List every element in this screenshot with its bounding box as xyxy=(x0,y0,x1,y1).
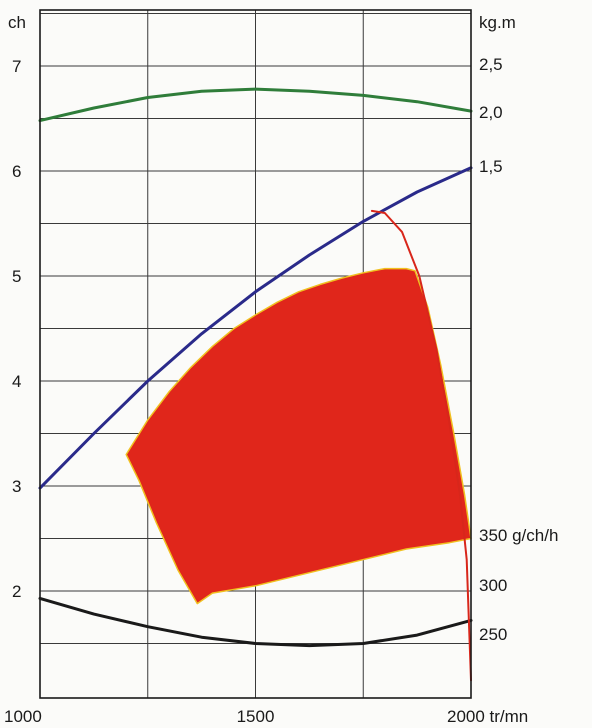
plot-frame xyxy=(39,9,472,699)
x-tick-label: 1500 xyxy=(237,707,275,726)
plot-frame-layer xyxy=(39,9,472,699)
max-power-curve xyxy=(370,209,472,682)
series-layer xyxy=(38,87,473,682)
left-tick-label: 2 xyxy=(12,582,21,601)
left-tick-label: 3 xyxy=(12,477,21,496)
right-consumption-tick-label: 350 g/ch/h xyxy=(479,526,558,545)
left-tick-label: 5 xyxy=(12,267,21,286)
left-axis-unit: ch xyxy=(8,13,26,32)
x-tick-label: 2000 tr/mn xyxy=(447,707,528,726)
right-consumption-tick-label: 250 xyxy=(479,625,507,644)
left-tick-label: 4 xyxy=(12,372,21,391)
consumption-zone xyxy=(125,267,472,605)
power-curve xyxy=(38,166,473,490)
right-axis-torque-unit: kg.m xyxy=(479,13,516,32)
label-layer: ch 2 3 4 5 6 7 kg.m 1,5 2,0 2,5 250 300 350 g/ch/h 100… xyxy=(4,13,558,726)
consumption-zone-layer xyxy=(125,267,472,605)
right-torque-tick-label: 2,0 xyxy=(479,103,503,122)
left-tick-label: 7 xyxy=(12,57,21,76)
x-tick-label: 1000 xyxy=(4,707,42,726)
fuel-consumption-curve xyxy=(38,596,473,648)
left-tick-label: 6 xyxy=(12,162,21,181)
right-torque-tick-label: 2,5 xyxy=(479,55,503,74)
right-torque-tick-label: 1,5 xyxy=(479,157,503,176)
torque-curve xyxy=(38,87,473,123)
right-consumption-tick-label: 300 xyxy=(479,576,507,595)
